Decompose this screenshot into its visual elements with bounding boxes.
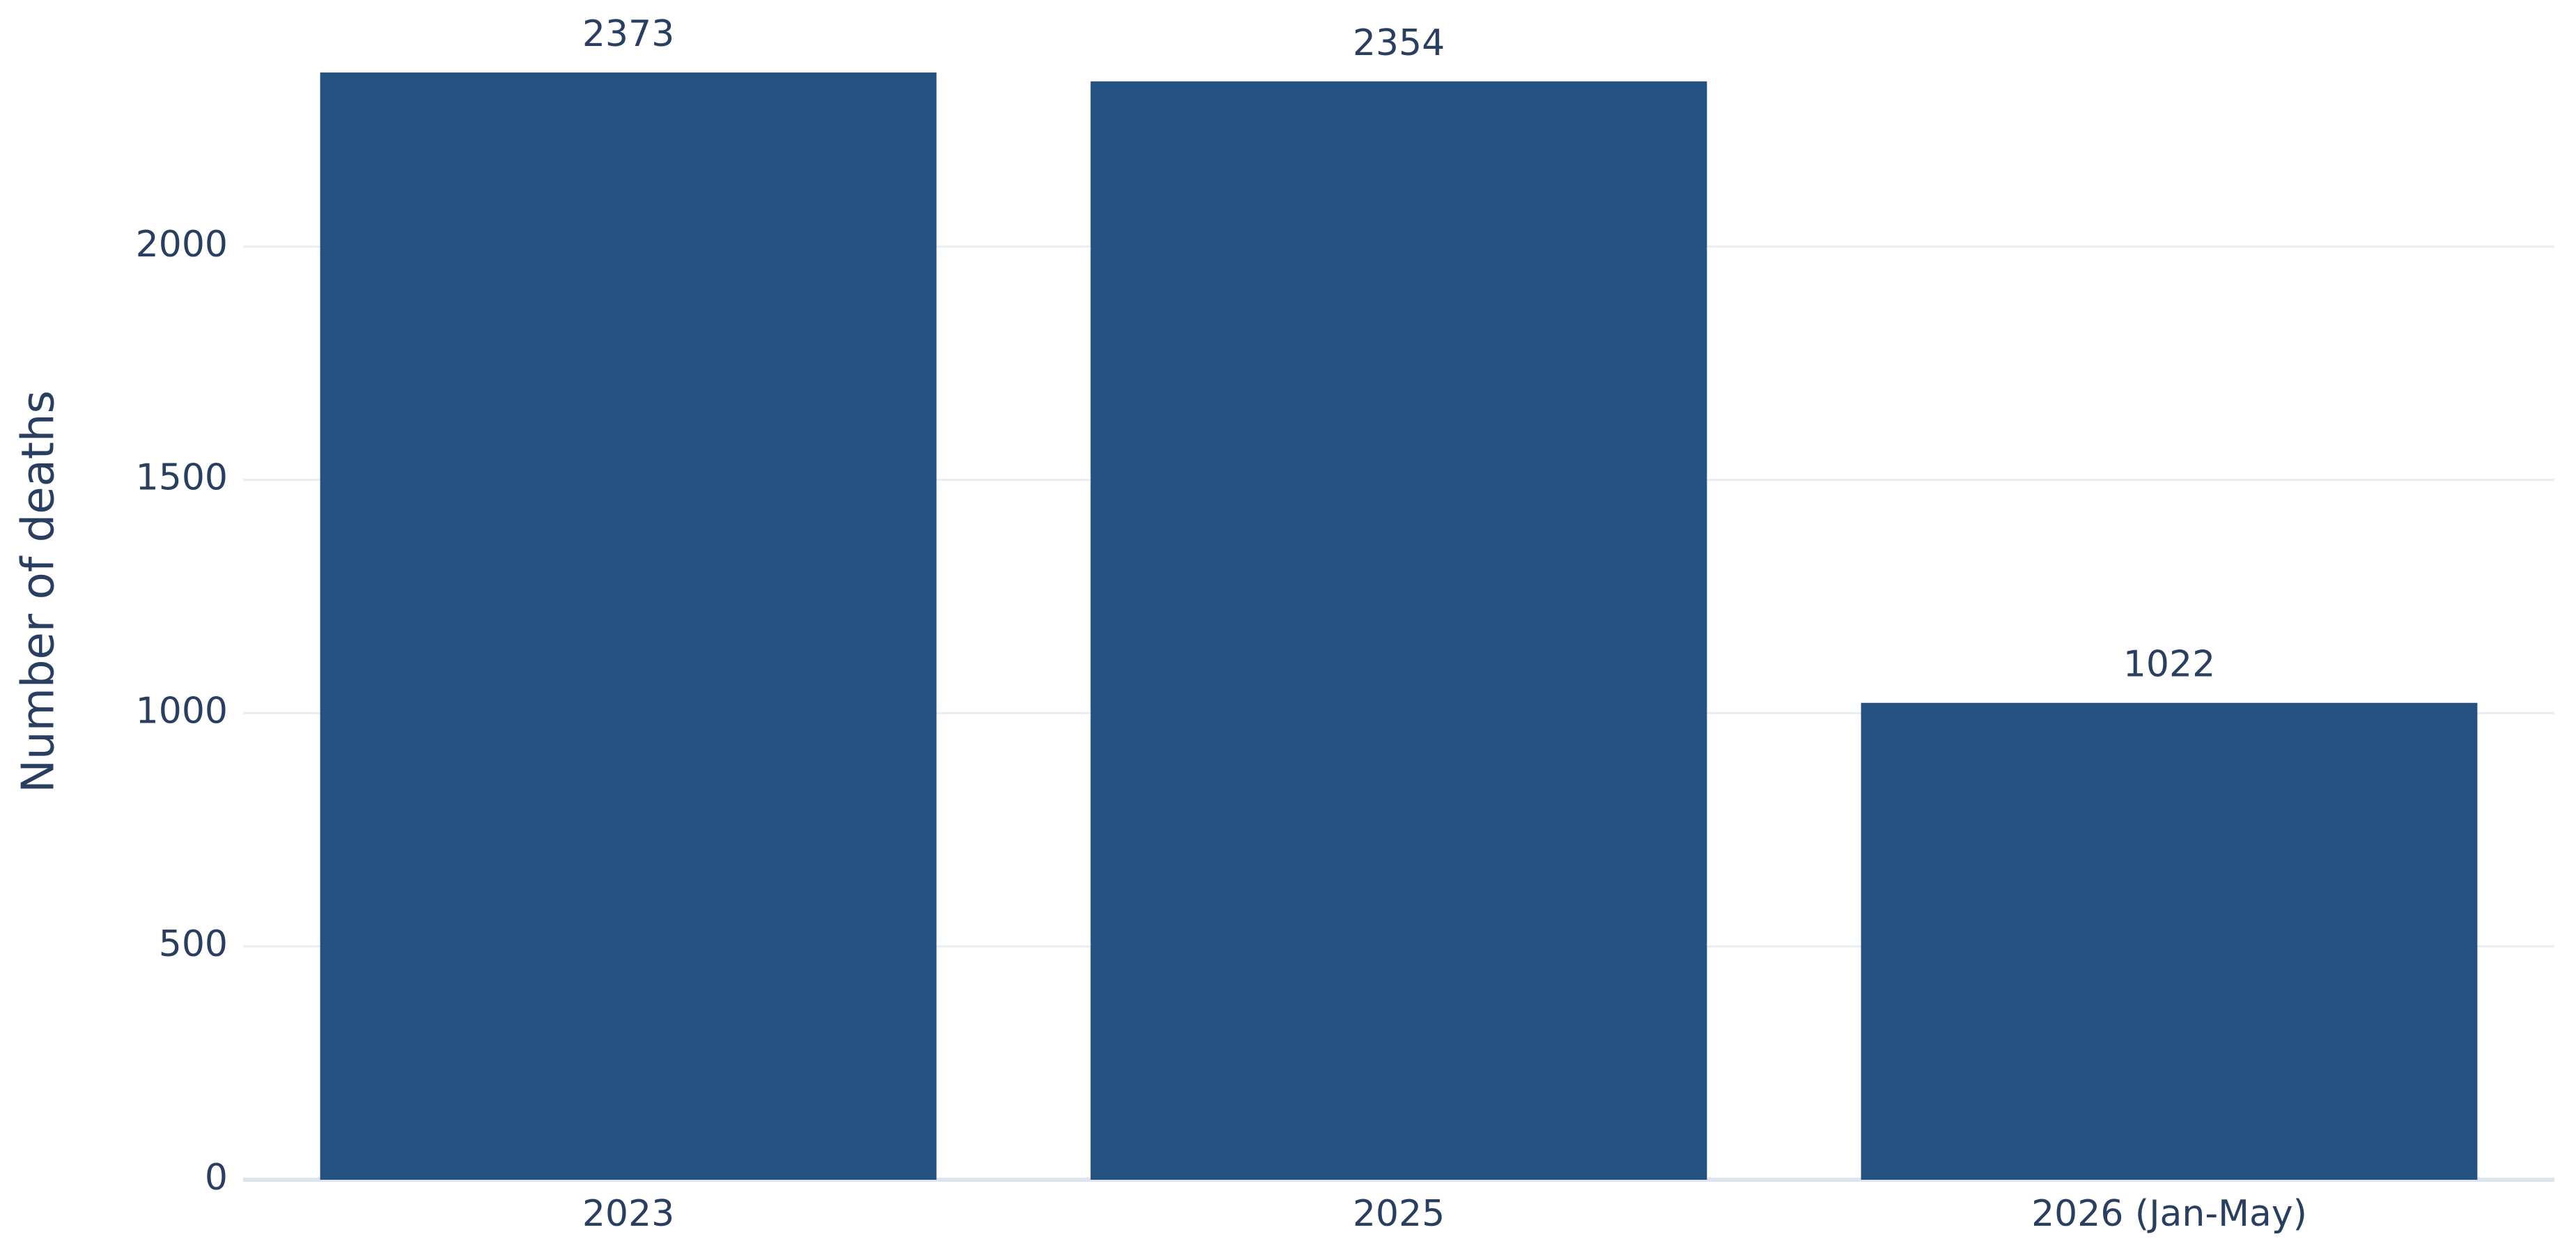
bar: [1861, 702, 2478, 1180]
y-tick-label: 1500: [136, 457, 228, 499]
y-tick-label: 2000: [136, 224, 228, 265]
value-label: 1022: [2123, 644, 2215, 686]
x-tick-label: 2026 (Jan-May): [2031, 1193, 2307, 1235]
y-tick-label: 500: [159, 923, 228, 965]
x-tick-label: 2025: [1353, 1193, 1445, 1235]
y-tick-label: 0: [205, 1157, 228, 1199]
y-axis-title: Number of deaths: [13, 390, 65, 793]
value-label: 2354: [1353, 22, 1445, 64]
bar: [1090, 81, 1707, 1180]
y-tick-label: 1000: [136, 690, 228, 732]
x-tick-label: 2023: [582, 1193, 674, 1235]
bar: [320, 72, 937, 1180]
value-label: 2373: [582, 13, 674, 55]
